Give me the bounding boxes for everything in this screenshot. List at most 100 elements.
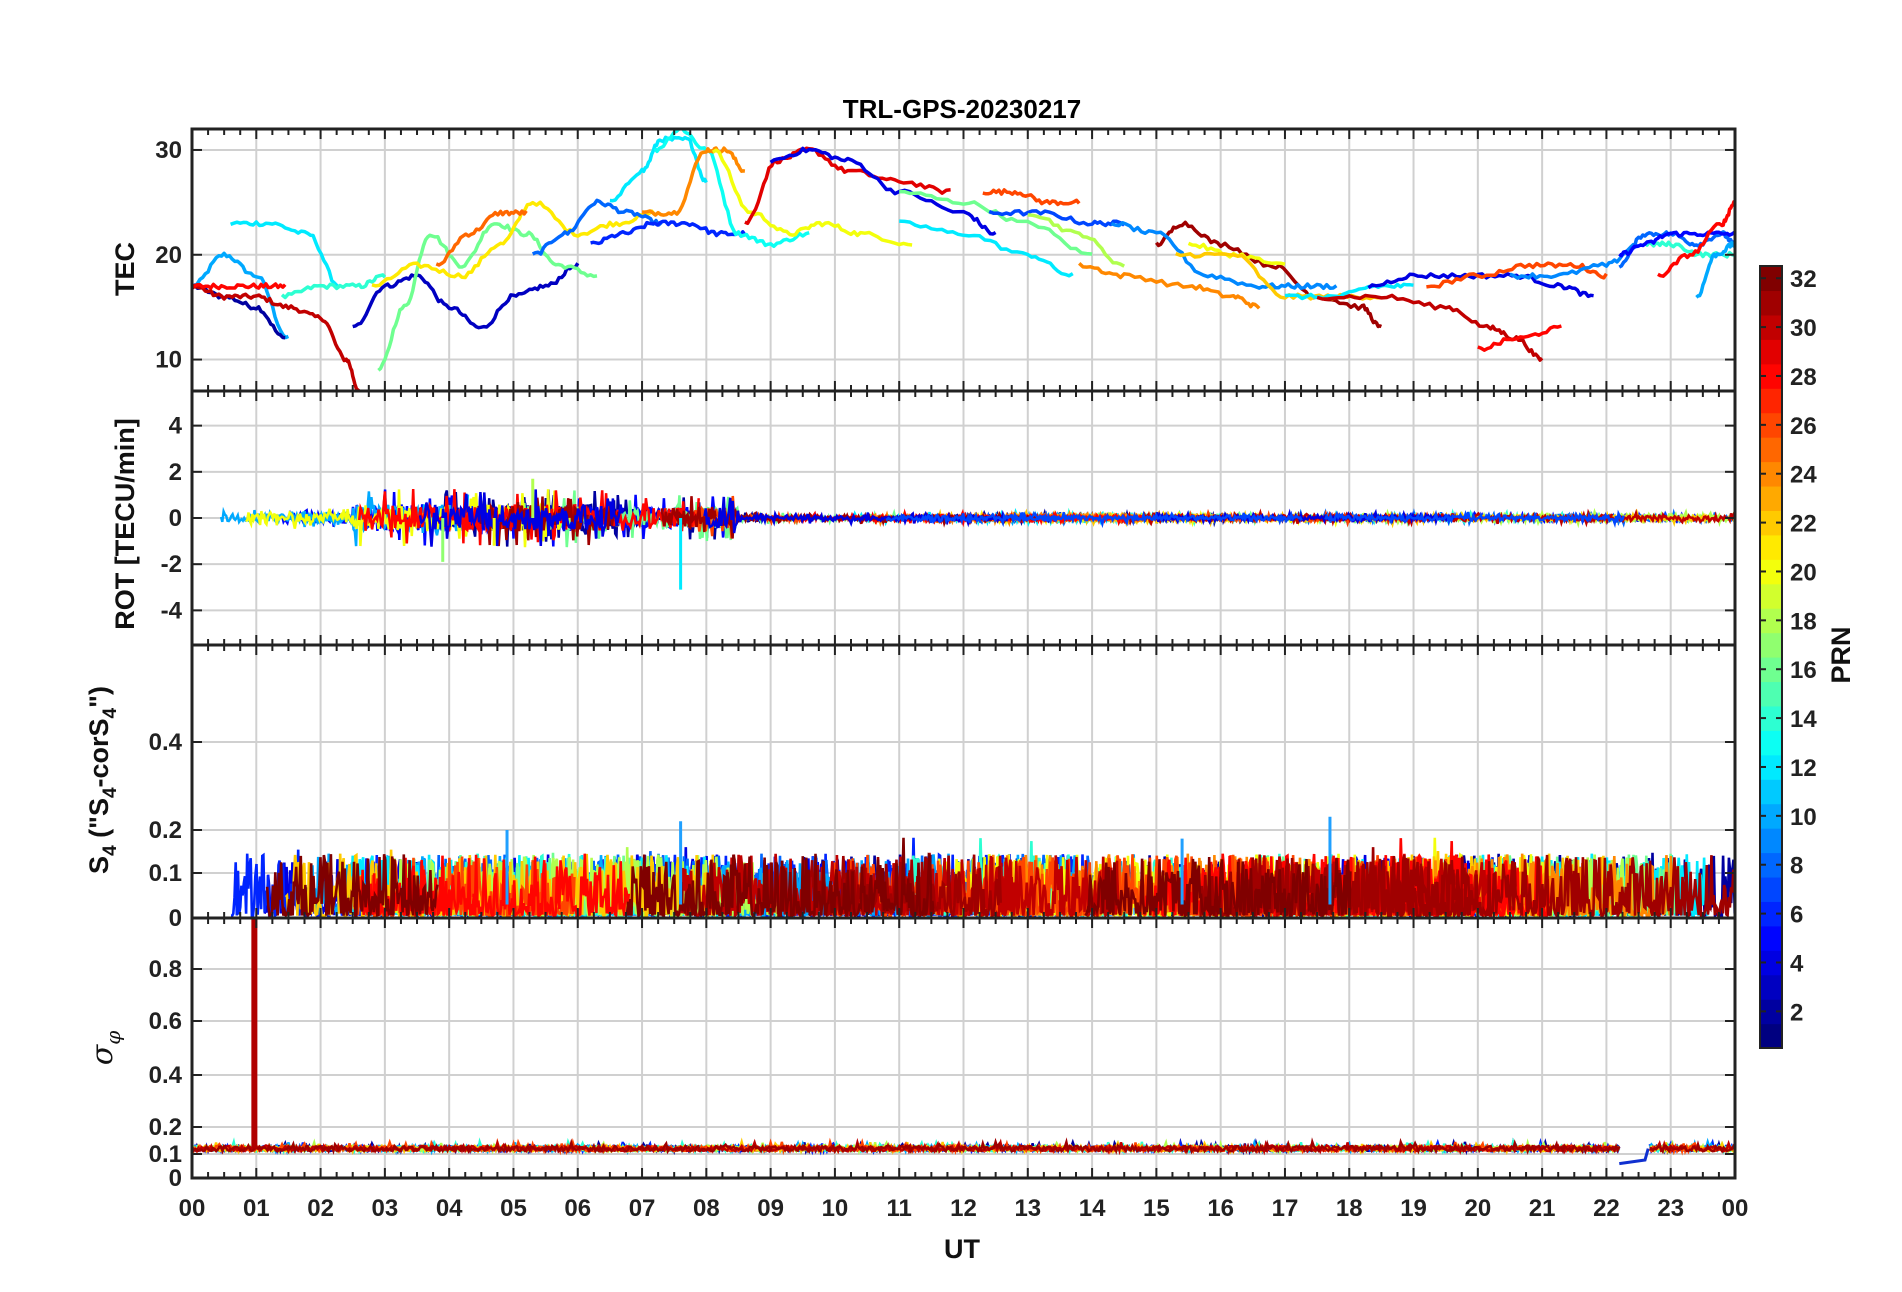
colorbar-cell (1760, 485, 1782, 511)
rot-series-prn-4 (703, 496, 1012, 534)
colorbar-tick-label: 2 (1790, 999, 1803, 1026)
colorbar-cell (1760, 510, 1782, 536)
colorbar-cell (1760, 314, 1782, 340)
colorbar-cell (1760, 999, 1782, 1025)
tec-series-prn-16 (899, 189, 1093, 256)
x-tick-label: 12 (950, 1195, 977, 1222)
s4-y-tick-label: 0 (169, 905, 182, 932)
x-tick-label: 19 (1400, 1195, 1427, 1222)
sigma-phi-dip (1619, 1148, 1650, 1166)
colorbar-cell (1760, 388, 1782, 414)
x-tick-label: 00 (1722, 1195, 1749, 1222)
tec-series-prn-28 (192, 282, 287, 291)
sigma-phi-series-group (192, 918, 1735, 1166)
x-axis-label: UT (944, 1234, 980, 1264)
tec-axes: 10 20 30 (155, 127, 1737, 393)
x-tick-label: 23 (1657, 1195, 1684, 1222)
tec-series-prn-25 (435, 209, 528, 267)
colorbar-cell (1760, 339, 1782, 365)
colorbar-tick-label: 30 (1790, 315, 1817, 342)
rot-y-tick-label: -4 (161, 597, 183, 624)
x-tick-label: 02 (307, 1195, 334, 1222)
colorbar-tick-label: 26 (1790, 413, 1817, 440)
colorbar-cell (1760, 950, 1782, 976)
rot-y-tick-label: -2 (161, 551, 182, 578)
colorbar-tick-label: 4 (1790, 950, 1804, 977)
colorbar-cell (1760, 730, 1782, 756)
colorbar-cell (1760, 681, 1782, 707)
rot-series-group (219, 478, 1735, 590)
colorbar-cell (1760, 583, 1782, 609)
colorbar-cell (1760, 754, 1782, 780)
x-tick-label: 16 (1207, 1195, 1234, 1222)
colorbar-cell (1760, 534, 1782, 560)
x-tick-label: 09 (757, 1195, 784, 1222)
colorbar-cell (1760, 852, 1782, 878)
x-tick-label: 03 (372, 1195, 399, 1222)
sigma_phi-y-tick-label: 0.6 (149, 1008, 182, 1035)
x-tick-label: 18 (1336, 1195, 1363, 1222)
rot-y-tick-label: 0 (169, 505, 182, 532)
x-tick-label: 04 (436, 1195, 463, 1222)
colorbar-cell (1760, 559, 1782, 585)
x-tick-label: 08 (693, 1195, 720, 1222)
x-tick-label: 01 (243, 1195, 270, 1222)
tec-series-prn-12 (899, 219, 1074, 278)
colorbar-cell (1760, 632, 1782, 658)
tec-series-prn-28 (1657, 200, 1735, 278)
tec-axis-label: TEC (110, 242, 140, 296)
colorbar-tick-label: 32 (1790, 266, 1817, 293)
colorbar-tick-label: 14 (1790, 706, 1817, 733)
colorbar-cell (1760, 974, 1782, 1000)
colorbar-tick-label: 6 (1790, 902, 1803, 929)
colorbar-cell (1760, 363, 1782, 389)
colorbar-cell (1760, 1023, 1782, 1049)
s4-series-prn-32 (1084, 856, 1352, 918)
tec-series-prn-12 (230, 220, 341, 290)
s4-series-prn-31 (1386, 854, 1735, 918)
x-tick-label: 00 (179, 1195, 206, 1222)
x-tick-label: 07 (629, 1195, 656, 1222)
rot-series-prn-4 (418, 489, 625, 547)
rot-axis-label: ROT [TECU/min] (110, 418, 140, 629)
x-tick-label: 13 (1014, 1195, 1041, 1222)
rot-series-prn-7 (1324, 509, 1625, 528)
colorbar-cell (1760, 657, 1782, 683)
colorbar-tick-label: 20 (1790, 559, 1817, 586)
s4-y-tick-label: 0.2 (149, 817, 182, 844)
colorbar-frame (1759, 265, 1783, 1049)
tec-series-prn-21 (371, 200, 657, 288)
sigma_phi-panel (191, 918, 1736, 1179)
tec-series-prn-18 (1027, 213, 1126, 268)
sigma_phi-axes: 00.10.2 0.4 0.6 0.8 (149, 916, 1737, 1192)
svg-text:S4 ("S4-corS4"): S4 ("S4-corS4") (84, 686, 121, 874)
colorbar-tick-label: 16 (1790, 657, 1817, 684)
x-tick-label: 14 (1079, 1195, 1106, 1222)
tec-series-prn-4 (769, 146, 997, 236)
x-tick-label: 10 (822, 1195, 849, 1222)
colorbar-tick-label: 12 (1790, 755, 1817, 782)
colorbar-tick-label: 24 (1790, 462, 1817, 489)
colorbar-label: PRN (1826, 626, 1856, 683)
colorbar-cell (1760, 412, 1782, 438)
x-tick-label: 21 (1529, 1195, 1556, 1222)
tec-series-prn-24 (1077, 262, 1261, 310)
s4-axis-label: S4 ("S4-corS4") (84, 686, 121, 874)
tec-series-prn-7 (988, 209, 1126, 228)
colorbar-cell (1760, 803, 1782, 829)
sigma_phi-y-tick-label: 0.1 (149, 1141, 182, 1168)
colorbar-cell (1760, 925, 1782, 951)
tec-series-prn-24 (641, 146, 746, 217)
sigma-phi-series-prn-31 (192, 1137, 1735, 1155)
svg-text:σφ: σφ (85, 1031, 125, 1066)
s4-series-prn-28 (360, 853, 631, 918)
colorbar-cell (1760, 266, 1782, 292)
colorbar-cell (1760, 437, 1782, 463)
x-tick-label: 15 (1143, 1195, 1170, 1222)
tec-series-prn-6 (590, 219, 747, 246)
colorbar-tick-label: 10 (1790, 804, 1817, 831)
colorbar-cell (1760, 290, 1782, 316)
x-tick-label: 22 (1593, 1195, 1620, 1222)
